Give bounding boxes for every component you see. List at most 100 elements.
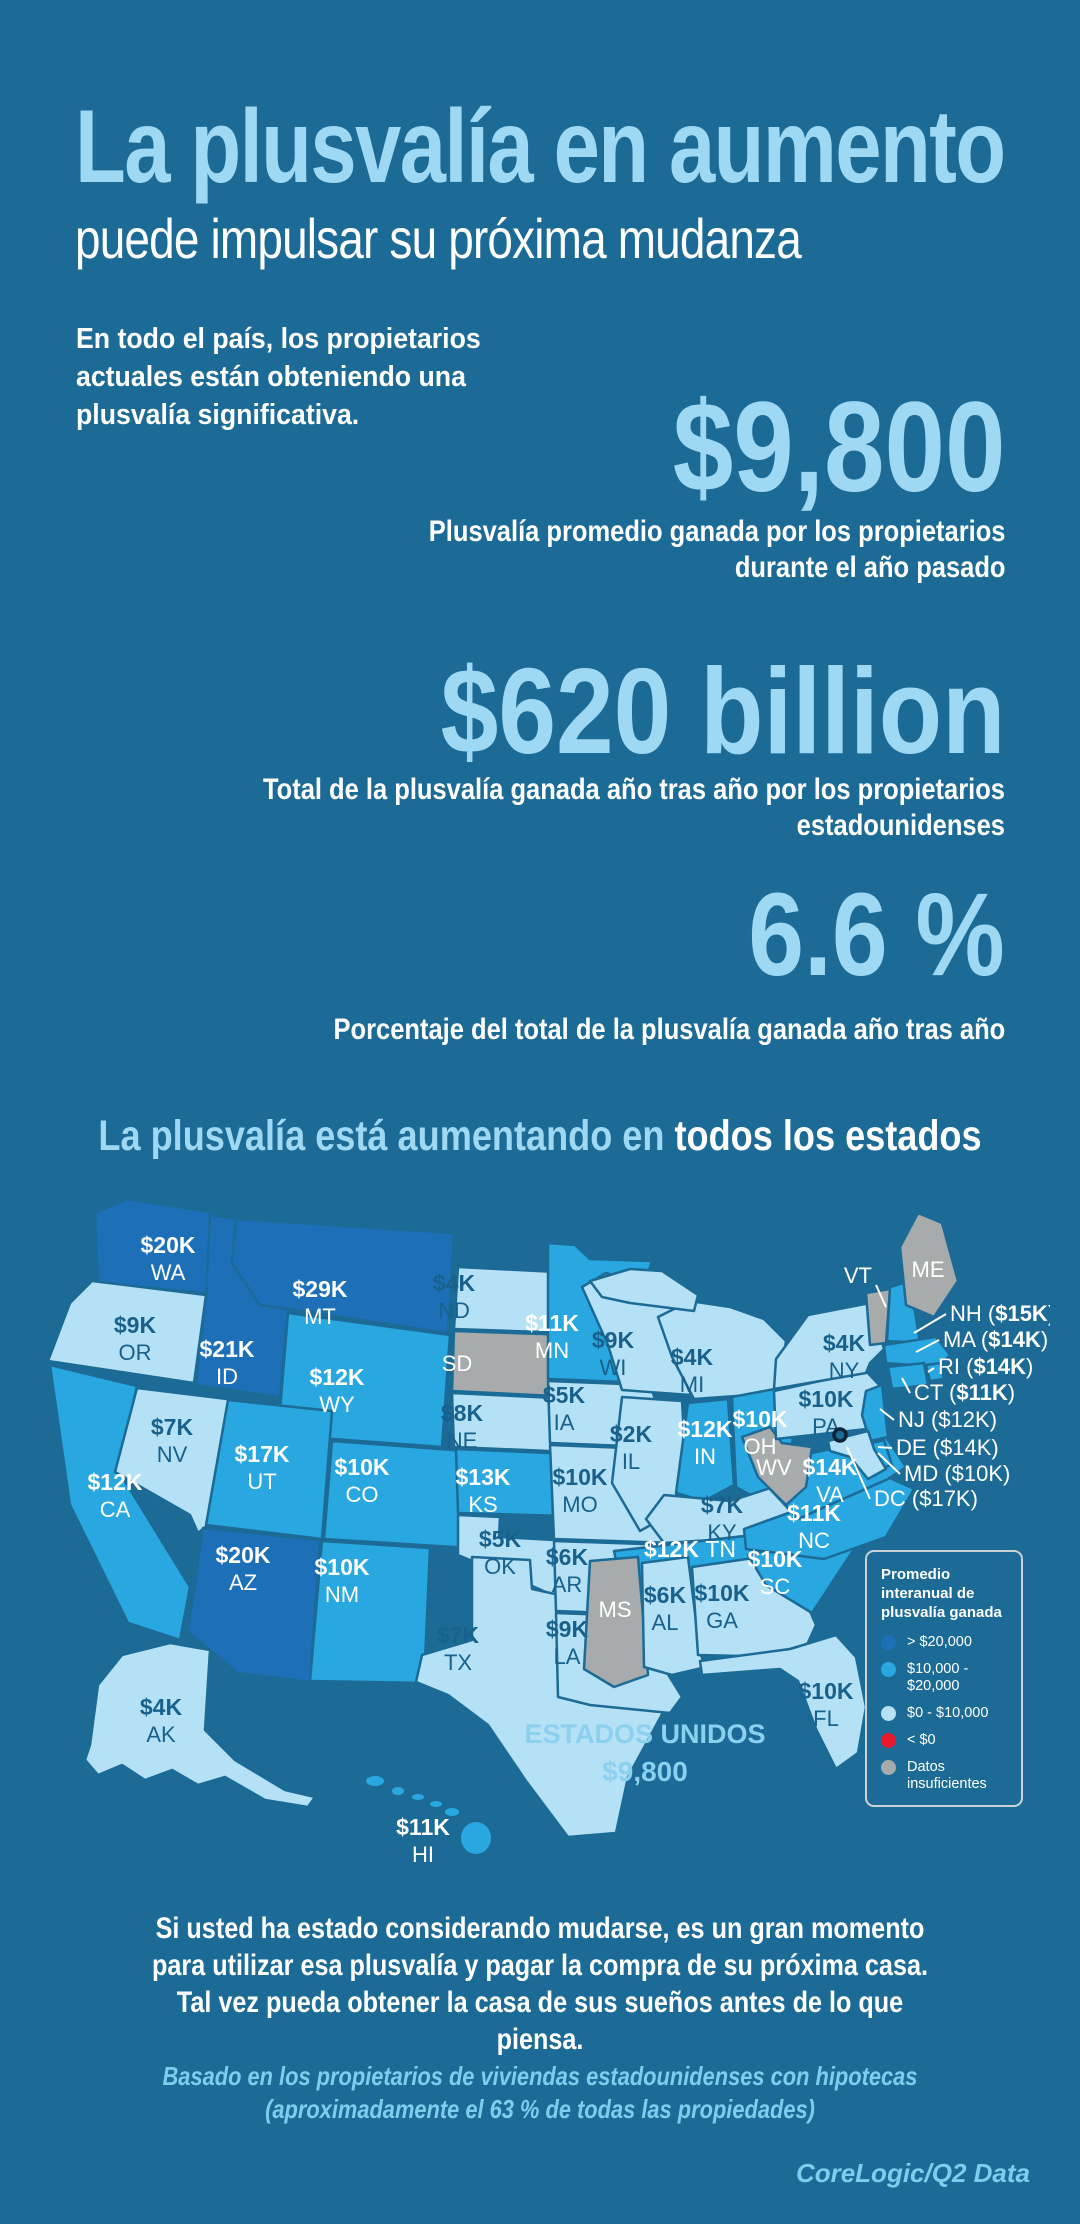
callout-line-MD	[877, 1452, 901, 1475]
callout-line-VT	[875, 1284, 887, 1308]
callout-line-CT	[901, 1377, 911, 1394]
state-value-NC: $11K	[787, 1500, 841, 1526]
state-value-ID: $21K	[200, 1336, 255, 1362]
state-abbr-MI: MI	[680, 1372, 704, 1397]
stat-average-equity-value: $9,800	[672, 376, 1005, 519]
state-abbr-CA: CA	[100, 1497, 131, 1522]
state-value-KY: $7K	[701, 1492, 744, 1518]
state-value-MT: $29K	[293, 1276, 348, 1302]
legend-dot-high	[881, 1635, 896, 1650]
state-abbr-MO: MO	[562, 1492, 597, 1517]
legend-dot-no-data	[881, 1760, 896, 1775]
state-abbr-HI: HI	[412, 1842, 434, 1867]
callout-line-DE	[877, 1446, 893, 1449]
state-shape-FL	[698, 1633, 868, 1771]
callout-label-MA: MA ($14K)	[943, 1327, 1048, 1352]
state-abbr-AZ: AZ	[229, 1570, 257, 1595]
note-line: Basado en los propietarios de viviendas …	[162, 2061, 918, 2091]
state-abbr-NV: NV	[157, 1442, 188, 1467]
state-abbr-NE: NE	[447, 1428, 478, 1453]
state-value-AL: $6K	[644, 1582, 687, 1608]
state-value-MN: $11K	[525, 1310, 579, 1336]
callout-label-VT: VT	[844, 1263, 872, 1288]
state-value-NE: $8K	[441, 1400, 484, 1426]
state-value-FL: $10K	[799, 1678, 854, 1704]
callout-line-RI	[927, 1367, 935, 1373]
message-line: para utilizar esa plusvalía y pagar la c…	[152, 1949, 928, 1982]
state-value-OH: $10K	[733, 1406, 788, 1432]
state-abbr-ND: ND	[438, 1298, 470, 1323]
state-abbr-AK: AK	[146, 1722, 176, 1747]
state-abbr-ID: ID	[216, 1364, 238, 1389]
state-abbr-WY: WY	[319, 1392, 355, 1417]
intro-line: plusvalía significativa.	[76, 399, 360, 431]
state-shape-UT	[204, 1398, 334, 1541]
state-shape-HI	[461, 1822, 491, 1854]
message-line: Tal vez pueda obtener la casa de sus sue…	[176, 1986, 904, 2056]
state-abbr-MN: MN	[535, 1338, 569, 1363]
methodology-note: Basado en los propietarios de viviendas …	[141, 2060, 939, 2126]
state-abbr-UT: UT	[247, 1469, 276, 1494]
state-shape-HI	[412, 1794, 424, 1800]
map-heading-emphasis: todos los estados	[674, 1112, 982, 1160]
stat-total-equity-value: $620 billion	[440, 643, 1005, 779]
map-heading: La plusvalía está aumentando en todos lo…	[86, 1112, 993, 1161]
state-shape-HI	[366, 1776, 384, 1786]
callout-label-DE: DE ($14K)	[896, 1435, 999, 1460]
state-value-OK: $5K	[479, 1526, 522, 1552]
state-shape-ME	[898, 1211, 960, 1319]
note-line: (aproximadamente el 63 % de todas las pr…	[265, 2094, 815, 2124]
state-shape-MS	[582, 1555, 650, 1689]
state-shape-AZ	[186, 1526, 322, 1684]
state-abbr-IN: IN	[694, 1444, 716, 1469]
legend-item: $0 - $10,000	[881, 1705, 1009, 1722]
state-shape-IN	[674, 1397, 736, 1503]
state-value-GA: $10K	[695, 1580, 750, 1606]
stat-total-equity-caption: Total de la plusvalía ganada año tras añ…	[263, 772, 1005, 844]
state-abbr-SD: SD	[442, 1351, 473, 1376]
legend-label: < $0	[907, 1732, 936, 1748]
state-value-IL: $2K	[610, 1421, 653, 1447]
state-abbr-OR: OR	[119, 1340, 152, 1365]
stat-average-equity-caption: Plusvalía promedio ganada por los propie…	[428, 514, 1005, 586]
state-value-TX: $7K	[437, 1622, 480, 1648]
state-abbr-ME: ME	[912, 1257, 945, 1282]
callout-label-NJ: NJ ($12K)	[898, 1407, 997, 1432]
callout-label-RI: RI ($14K)	[938, 1354, 1033, 1379]
state-abbr-WI: WI	[600, 1355, 627, 1380]
legend-label: > $20,000	[907, 1634, 972, 1650]
state-abbr-WV: WV	[756, 1455, 792, 1480]
legend-item: > $20,000	[881, 1634, 1009, 1651]
state-label-TN: $12K TN	[644, 1536, 736, 1562]
state-value-VA: $14K	[803, 1454, 858, 1480]
state-value-ND: $4K	[433, 1270, 476, 1296]
state-value-AR: $6K	[546, 1544, 589, 1570]
legend-label: Datos insuficientes	[907, 1759, 987, 1792]
state-abbr-PA: PA	[812, 1414, 840, 1439]
state-value-LA: $9K	[546, 1616, 589, 1642]
caption-line: Plusvalía promedio ganada por los propie…	[428, 515, 1005, 548]
stat-percent-caption: Porcentaje del total de la plusvalía gan…	[333, 1012, 1005, 1048]
legend-dot-mid	[881, 1662, 896, 1677]
state-abbr-KS: KS	[468, 1492, 497, 1517]
state-shape-HI	[392, 1787, 404, 1795]
caption-line: Porcentaje del total de la plusvalía gan…	[333, 1013, 1005, 1046]
state-value-MI: $4K	[671, 1344, 714, 1370]
intro-paragraph: En todo el país, los propietarios actual…	[76, 320, 481, 434]
state-abbr-OH: OH	[744, 1434, 777, 1459]
state-abbr-NY: NY	[829, 1358, 860, 1383]
callout-label-DC: DC ($17K)	[874, 1486, 978, 1511]
us-choropleth-svg: $20KWA$9KOR$12KCA$7KNV$21KID$29KMT$12KWY…	[46, 1197, 1050, 1867]
page-subtitle: puede impulsar su próxima mudanza	[75, 207, 802, 270]
state-value-OR: $9K	[114, 1312, 157, 1338]
state-abbr-MS: MS	[599, 1597, 632, 1622]
closing-message: Si usted ha estado considerando mudarse,…	[141, 1910, 939, 2058]
state-abbr-KY: KY	[707, 1520, 737, 1545]
us-average-label: ESTADOS UNIDOS	[524, 1719, 765, 1749]
map-legend: Promedio interanual de plusvalía ganada …	[865, 1550, 1023, 1807]
state-value-MO: $10K	[553, 1464, 608, 1490]
state-abbr-AR: AR	[552, 1572, 583, 1597]
state-value-IN: $12K	[678, 1416, 733, 1442]
state-value-WY: $12K	[310, 1364, 365, 1390]
